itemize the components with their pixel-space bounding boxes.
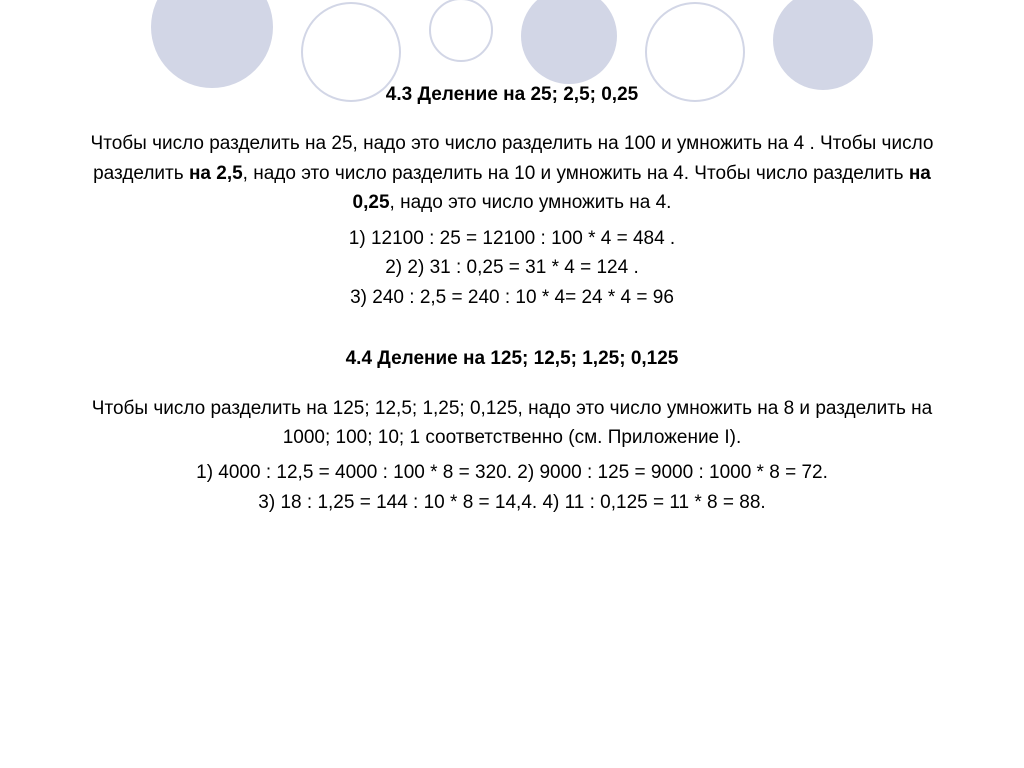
section1-para-post: , надо это число умножить на 4. — [390, 192, 672, 213]
section1-examples: 1) 12100 : 25 = 12100 : 100 * 4 = 484 . … — [0, 224, 1024, 312]
section1-ex2: 2) 2) 31 : 0,25 = 31 * 4 = 124 . — [0, 253, 1024, 282]
section2-paragraph: Чтобы число разделить на 125; 12,5; 1,25… — [70, 394, 954, 453]
circle-4 — [521, 0, 617, 84]
circle-6 — [773, 0, 873, 90]
slide-content: 4.3 Деление на 25; 2,5; 0,25 Чтобы число… — [0, 80, 1024, 541]
section2-ex2: 3) 18 : 1,25 = 144 : 10 * 8 = 14,4. 4) 1… — [0, 488, 1024, 517]
circle-1 — [151, 0, 273, 88]
section1-title: 4.3 Деление на 25; 2,5; 0,25 — [0, 80, 1024, 109]
section1-paragraph: Чтобы число разделить на 25, надо это чи… — [70, 129, 954, 217]
section1-ex1: 1) 12100 : 25 = 12100 : 100 * 4 = 484 . — [0, 224, 1024, 253]
section2-ex1: 1) 4000 : 12,5 = 4000 : 100 * 8 = 320. 2… — [0, 458, 1024, 487]
section1-para-b1: на 2,5 — [189, 163, 243, 184]
section2-title: 4.4 Деление на 125; 12,5; 1,25; 0,125 — [0, 344, 1024, 373]
section1-ex3: 3) 240 : 2,5 = 240 : 10 * 4= 24 * 4 = 96 — [0, 283, 1024, 312]
section2-examples: 1) 4000 : 12,5 = 4000 : 100 * 8 = 320. 2… — [0, 458, 1024, 517]
circle-3 — [429, 0, 493, 62]
section1-para-mid: , надо это число разделить на 10 и умнож… — [243, 163, 909, 184]
